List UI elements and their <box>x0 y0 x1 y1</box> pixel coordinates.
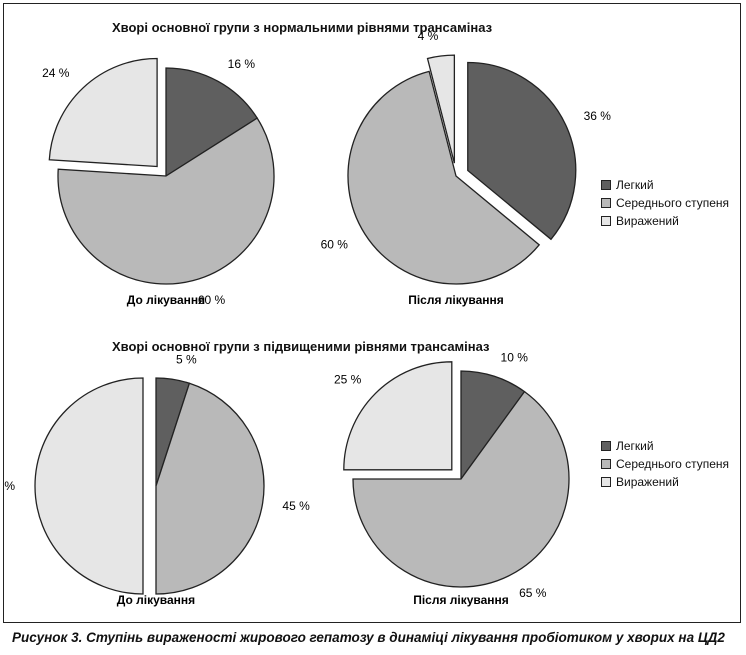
pie-data-label: 4 % <box>418 29 439 43</box>
pie-data-label: 60 % <box>321 238 349 252</box>
panel-title-elevated: Хворі основної групи з підвищеними рівня… <box>112 339 490 354</box>
legend-swatch-mild <box>601 180 611 190</box>
pie-slice-Середнього ступеня <box>155 382 265 595</box>
pie-axis-label: Після лікування <box>408 293 504 307</box>
pie-data-label: 16 % <box>228 57 256 71</box>
pie-data-label: 5 % <box>176 353 197 367</box>
legend-swatch-severe <box>601 216 611 226</box>
pie-axis-label: Після лікування <box>413 593 509 607</box>
legend-item-severe: Виражений <box>601 212 729 230</box>
pie-data-label: 36 % <box>584 109 612 123</box>
legend-swatch-mild <box>601 441 611 451</box>
legend-top: Легкий Середнього ступеня Виражений <box>601 176 729 230</box>
legend-item-moderate: Середнього ступеня <box>601 194 729 212</box>
pie-data-label: 10 % <box>501 350 529 364</box>
figure-caption: Рисунок 3. Ступінь вираженості жирового … <box>12 630 725 645</box>
figure-frame: Хворі основної групи з нормальними рівня… <box>3 3 741 623</box>
legend-label-severe: Виражений <box>616 214 679 228</box>
pie-slice-Виражений <box>34 377 144 595</box>
legend-item-mild: Легкий <box>601 437 729 455</box>
pie-slice-Середнього ступеня <box>347 70 541 285</box>
pie-data-label: 24 % <box>42 66 70 80</box>
legend-label-moderate: Середнього ступеня <box>616 196 730 210</box>
pie-data-label: 25 % <box>334 372 362 386</box>
legend-swatch-moderate <box>601 459 611 469</box>
pie-slice-Легкий <box>467 61 577 241</box>
pie-chart-3: 5 % 45 % 50 % До лікування <box>4 353 310 607</box>
pie-slice-Виражений <box>343 361 453 471</box>
pie-chart-2: 36 % 60 % 4 % Після лікування <box>321 29 612 307</box>
pie-slice-Легкий <box>165 67 259 178</box>
legend-label-severe: Виражений <box>616 475 679 489</box>
pie-data-label: 60 % <box>198 293 226 307</box>
pie-chart-4: 10 % 65 % 25 % Після лікування <box>334 350 570 607</box>
legend-swatch-severe <box>601 477 611 487</box>
pie-data-label: 65 % <box>519 586 547 600</box>
legend-label-mild: Легкий <box>616 439 654 453</box>
legend-swatch-moderate <box>601 198 611 208</box>
pie-slice-Середнього ступеня <box>352 390 570 588</box>
legend-label-mild: Легкий <box>616 178 654 192</box>
legend-item-severe: Виражений <box>601 473 729 491</box>
pie-axis-label: До лікування <box>117 593 195 607</box>
legend-item-moderate: Середнього ступеня <box>601 455 729 473</box>
pie-data-label: 45 % <box>282 499 310 513</box>
pie-axis-label: До лікування <box>127 293 205 307</box>
pie-slice-Виражений <box>48 57 158 168</box>
pie-charts: 16 % 60 % 24 % До лікування 36 % 60 % 4 % Після… <box>4 29 612 607</box>
pie-slice-Середнього ступеня <box>57 117 275 285</box>
legend-label-moderate: Середнього ступеня <box>616 457 730 471</box>
legend-bottom: Легкий Середнього ступеня Виражений <box>601 437 729 491</box>
pie-chart-1: 16 % 60 % 24 % До лікування <box>42 57 275 307</box>
pie-data-label: 50 % <box>4 479 15 493</box>
panel-title-normal: Хворі основної групи з нормальними рівня… <box>112 20 493 35</box>
legend-item-mild: Легкий <box>601 176 729 194</box>
pie-slice-Виражений <box>426 54 456 164</box>
